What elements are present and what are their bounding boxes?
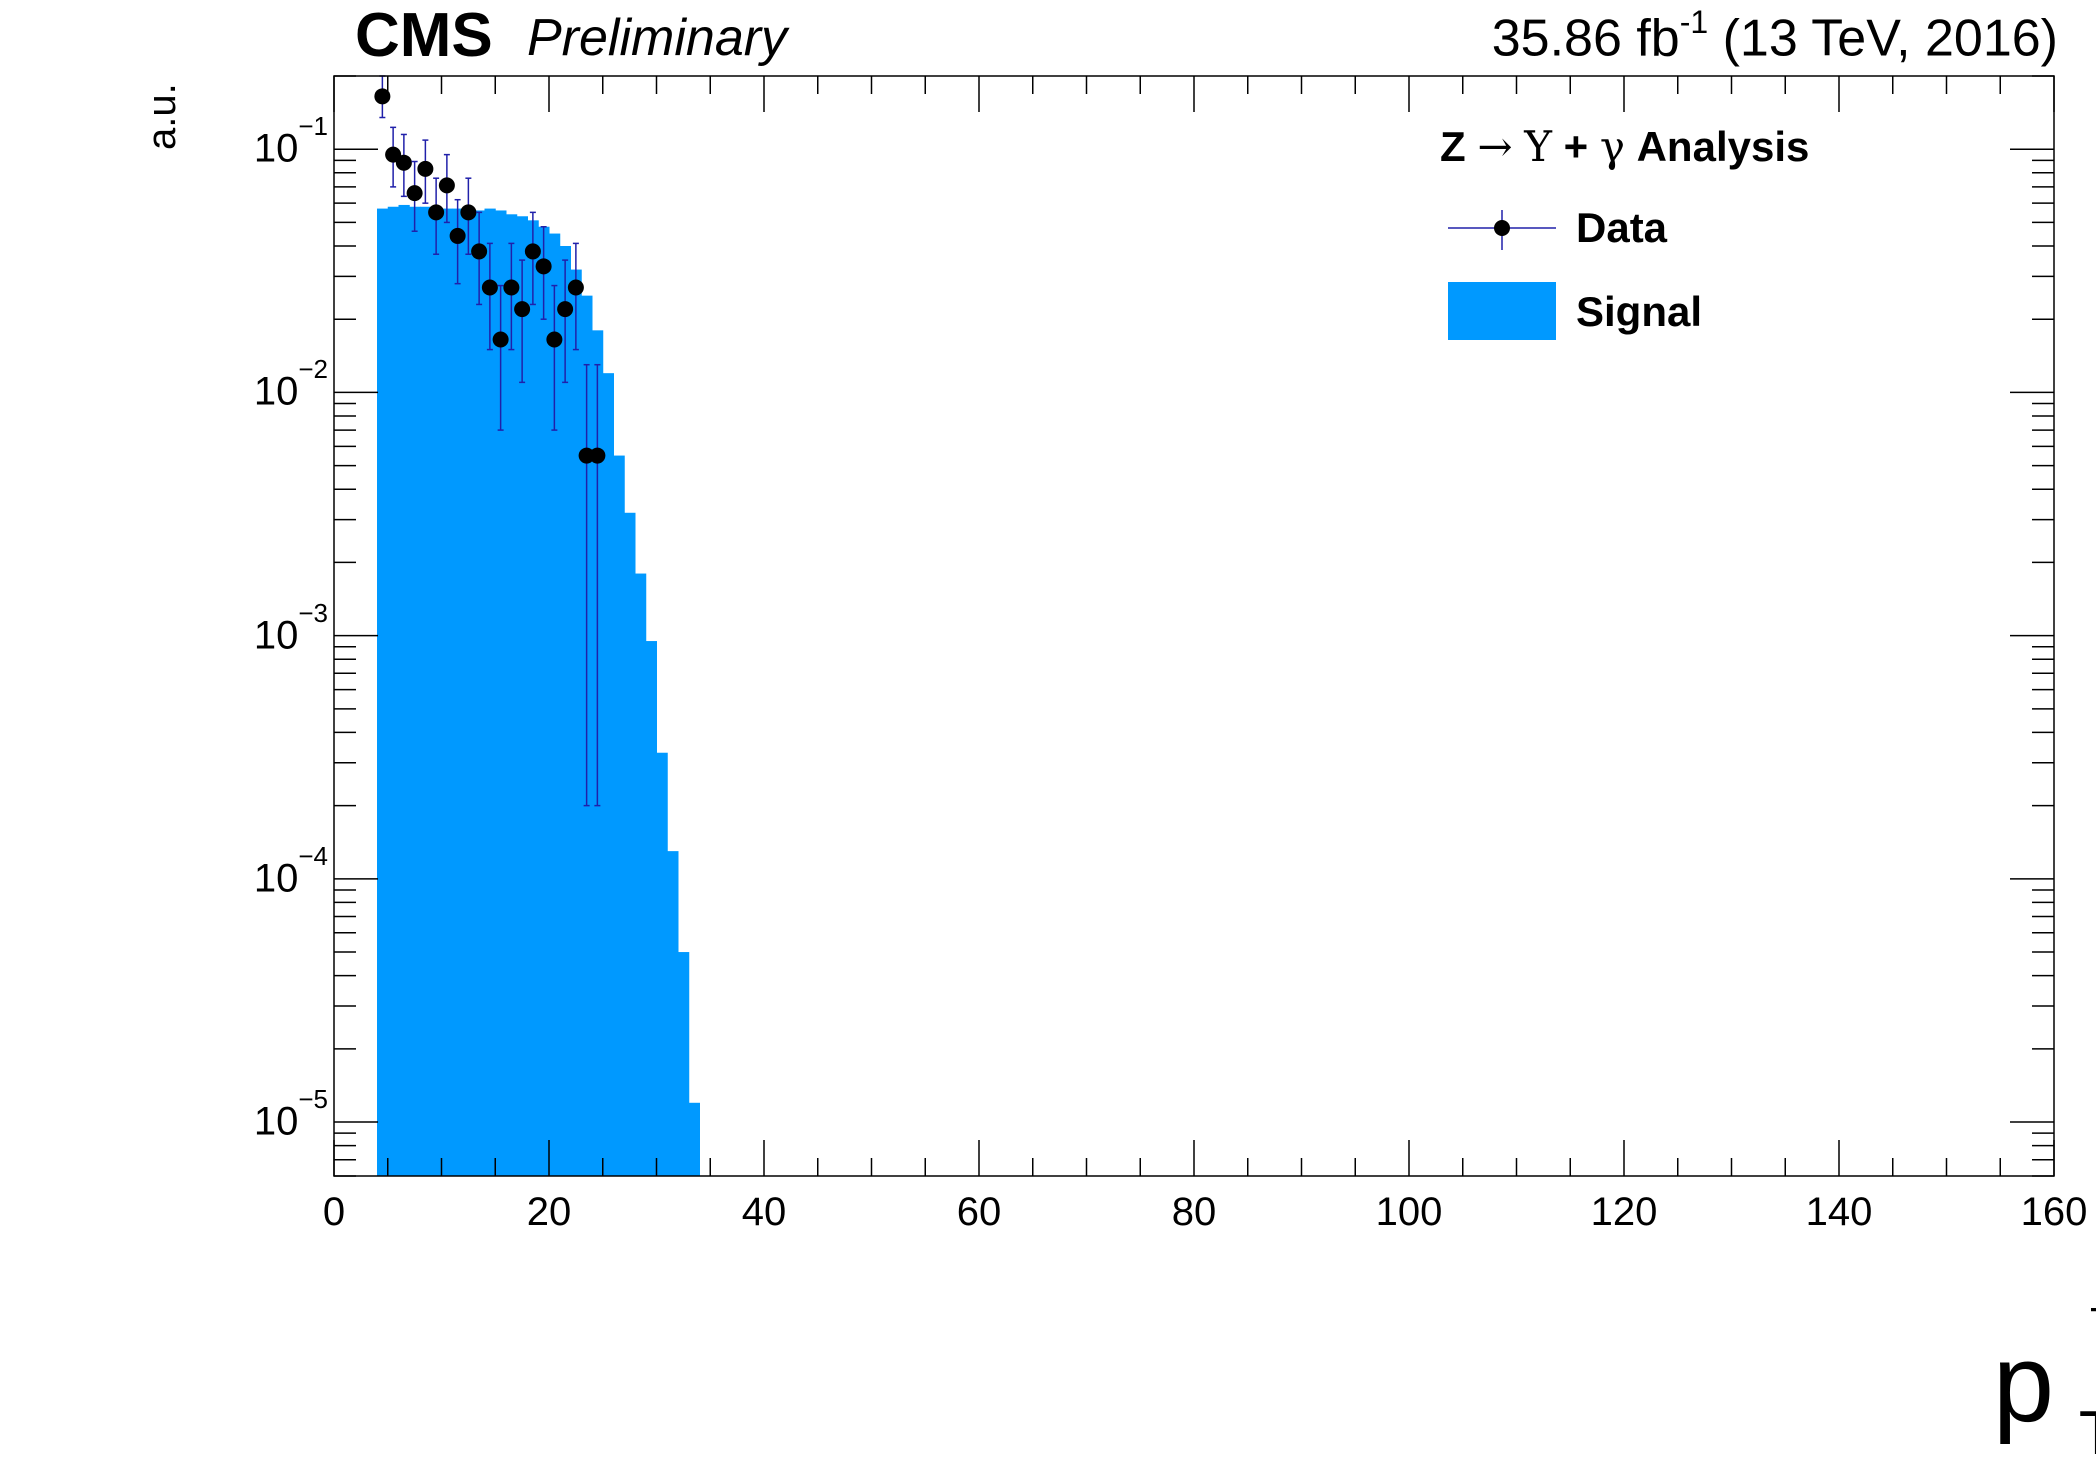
signal-bar — [656, 752, 668, 1176]
data-point — [395, 154, 412, 171]
signal-bar — [463, 208, 475, 1176]
x-tick-label: 120 — [1590, 1190, 1658, 1234]
lumi-label: 35.86 fb-1 (13 TeV, 2016) — [1491, 4, 2058, 68]
data-point — [535, 258, 552, 275]
signal-bar — [495, 210, 507, 1176]
data-point — [524, 243, 541, 260]
signal-bar — [409, 206, 421, 1176]
data-point — [557, 301, 574, 318]
x-tick-label: 60 — [956, 1190, 1002, 1234]
data-point — [374, 88, 391, 105]
lumi-energy-year: (13 TeV, 2016) — [1708, 9, 2058, 68]
legend-entry-data: Data — [1576, 204, 1668, 251]
signal-bar — [667, 851, 679, 1176]
x-axis-label: p μ T — [1992, 1282, 2096, 1468]
legend-title-upsilon: Υ — [1524, 122, 1552, 171]
lumi-exponent: -1 — [1679, 4, 1709, 40]
legend-data-marker — [1494, 220, 1510, 236]
signal-bar — [430, 208, 442, 1176]
x-axis-label-subscript: T — [2079, 1398, 2096, 1469]
signal-bar — [635, 573, 647, 1176]
signal-histogram — [377, 204, 700, 1177]
signal-bar — [377, 208, 389, 1176]
legend-title-arrow: → — [1477, 122, 1513, 171]
legend-title-gamma: γ — [1599, 122, 1625, 171]
legend-title-z: Z — [1440, 123, 1466, 170]
signal-bar — [559, 245, 571, 1176]
lumi-value: 35.86 fb — [1491, 9, 1680, 68]
status-label: Preliminary — [527, 9, 788, 67]
y-tick-label: 10−4 — [253, 840, 328, 901]
legend-entry-signal: Signal — [1576, 288, 1703, 335]
data-point — [589, 447, 606, 464]
x-tick-label: 80 — [1171, 1190, 1217, 1234]
y-tick-label: 10−3 — [253, 597, 328, 657]
y-tick-label: 10−1 — [253, 111, 328, 171]
data-point — [567, 279, 584, 296]
signal-bar — [688, 1102, 700, 1176]
signal-bar — [527, 220, 539, 1177]
x-tick-label: 40 — [741, 1190, 787, 1234]
signal-bar — [506, 214, 518, 1176]
signal-bar — [549, 233, 561, 1177]
axes — [333, 75, 2055, 1177]
signal-bar — [570, 269, 582, 1176]
signal-bar — [645, 641, 657, 1176]
data-point — [492, 331, 509, 348]
experiment-label: CMS — [355, 1, 493, 70]
y-tick-label: 10−2 — [253, 354, 328, 414]
legend-signal-swatch — [1448, 282, 1556, 340]
data-point — [406, 185, 423, 202]
x-tick-label: 0 — [322, 1190, 346, 1234]
data-point — [449, 227, 466, 244]
x-tick-label: 140 — [1805, 1190, 1873, 1234]
signal-bar — [602, 373, 614, 1176]
data-point — [428, 204, 445, 221]
x-tick-label: 160 — [2020, 1190, 2088, 1234]
signal-bar — [484, 208, 496, 1176]
data-point — [417, 160, 434, 177]
x-axis-label-superscript: μ — [2089, 1282, 2096, 1355]
signal-bar — [678, 952, 690, 1176]
y-axis-label: a.u. — [140, 83, 184, 150]
signal-bar — [613, 455, 625, 1177]
signal-bar — [441, 208, 453, 1176]
data-point — [503, 279, 520, 296]
x-axis-label-main: p — [1992, 1322, 2054, 1445]
signal-bar — [420, 206, 432, 1176]
x-tick-label: 100 — [1375, 1190, 1443, 1234]
data-point — [546, 331, 563, 348]
signal-bar — [387, 206, 399, 1176]
y-tick-label: 10−5 — [253, 1084, 328, 1144]
legend-title-plus: + — [1563, 123, 1589, 170]
legend-title: Z → Υ + γ Analysis — [1440, 122, 1809, 171]
data-point — [514, 301, 531, 318]
legend-title-rest: Analysis — [1636, 123, 1810, 170]
signal-bar — [624, 512, 636, 1176]
signal-bar — [538, 226, 550, 1176]
legend-symbols — [1448, 210, 1556, 340]
data-point — [438, 177, 455, 194]
data-point — [460, 204, 477, 221]
signal-bar — [473, 210, 485, 1176]
signal-bar — [516, 216, 528, 1176]
signal-bar — [398, 204, 410, 1177]
data-points — [374, 75, 606, 807]
signal-bar — [452, 208, 464, 1176]
x-tick-label: 20 — [526, 1190, 572, 1234]
data-point — [471, 243, 488, 260]
data-point — [481, 279, 498, 296]
